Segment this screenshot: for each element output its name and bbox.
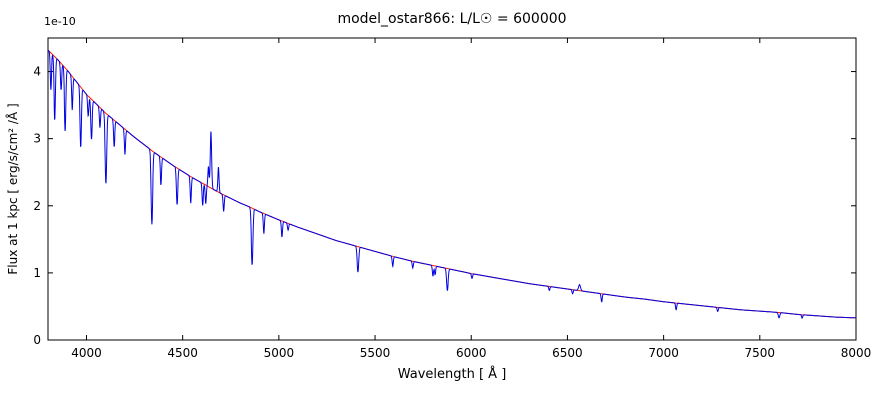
y-tick-label: 0: [33, 333, 41, 347]
x-tick-label: 4000: [71, 346, 102, 360]
spectrum-line: [47, 49, 857, 319]
y-axis-label: Flux at 1 kpc [ erg/s/cm² /Å ]: [6, 103, 20, 275]
x-tick-label: 7500: [745, 346, 776, 360]
x-tick-label: 8000: [841, 346, 872, 360]
y-tick-label: 4: [33, 65, 41, 79]
x-tick-label: 6000: [456, 346, 487, 360]
x-tick-label: 6500: [552, 346, 583, 360]
y-offset-label: 1e-10: [44, 15, 76, 28]
y-tick-label: 2: [33, 199, 41, 213]
y-tick-label: 3: [33, 132, 41, 146]
axes-frame: [47, 37, 857, 341]
y-tick-label: 1: [33, 266, 41, 280]
x-axis-label: Wavelength [ Å ]: [397, 367, 507, 382]
plot-title: model_ostar866: L/L☉ = 600000: [337, 11, 567, 27]
x-tick-label: 7000: [648, 346, 679, 360]
x-tick-label: 5500: [360, 346, 391, 360]
x-tick-label: 5000: [264, 346, 295, 360]
x-tick-label: 4500: [167, 346, 198, 360]
